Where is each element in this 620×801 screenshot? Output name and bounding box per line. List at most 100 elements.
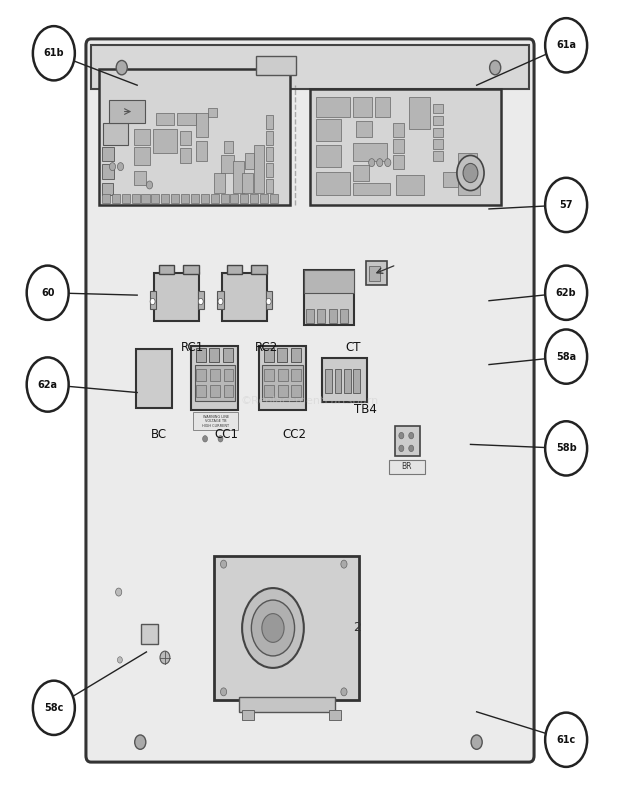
Text: 61a: 61a (556, 40, 576, 50)
Bar (177, 113, 196, 125)
Circle shape (463, 163, 478, 183)
Bar (218, 291, 224, 308)
Bar (370, 267, 380, 281)
Bar (134, 171, 146, 185)
Circle shape (399, 433, 404, 439)
Bar (278, 369, 288, 380)
Circle shape (116, 60, 127, 74)
Bar (260, 194, 268, 203)
Bar (242, 710, 254, 720)
Bar (195, 365, 235, 400)
Bar (393, 155, 404, 169)
Circle shape (457, 155, 484, 191)
Bar (291, 348, 301, 362)
Circle shape (218, 298, 223, 304)
Text: 2: 2 (353, 622, 361, 634)
Text: BR: BR (402, 462, 412, 471)
Bar (210, 369, 220, 380)
Bar (233, 161, 244, 193)
Text: 58a: 58a (556, 352, 576, 361)
Bar (317, 308, 326, 323)
Bar (265, 115, 273, 129)
FancyBboxPatch shape (86, 39, 534, 762)
Circle shape (409, 445, 414, 452)
Bar (375, 97, 390, 117)
Text: 61c: 61c (557, 735, 576, 745)
Circle shape (218, 436, 223, 442)
Text: CC1: CC1 (215, 429, 239, 441)
Circle shape (117, 163, 123, 171)
Bar (250, 194, 258, 203)
Circle shape (198, 298, 203, 304)
Bar (197, 385, 206, 396)
Bar (409, 97, 430, 129)
Bar (433, 115, 443, 125)
Bar (134, 129, 149, 145)
Circle shape (399, 445, 404, 452)
Bar (245, 153, 254, 169)
Text: 60: 60 (41, 288, 55, 298)
Bar (329, 308, 337, 323)
Bar (149, 291, 156, 308)
Circle shape (545, 713, 587, 767)
Bar (344, 368, 351, 392)
Bar (210, 385, 220, 396)
Bar (353, 143, 387, 161)
Bar (211, 194, 219, 203)
Circle shape (471, 735, 482, 749)
Bar (353, 97, 372, 117)
Text: 57: 57 (559, 200, 573, 210)
Text: 62a: 62a (38, 380, 58, 389)
Bar (223, 273, 267, 320)
Bar (264, 348, 273, 362)
Bar (223, 348, 233, 362)
FancyBboxPatch shape (256, 55, 296, 74)
Circle shape (242, 588, 304, 668)
Bar (112, 194, 120, 203)
Bar (104, 123, 128, 145)
Bar (433, 127, 443, 137)
Bar (259, 346, 306, 410)
Bar (433, 139, 443, 149)
Circle shape (545, 178, 587, 232)
Bar (208, 107, 218, 117)
Bar (443, 172, 458, 187)
Bar (109, 100, 145, 123)
Bar (161, 194, 169, 203)
Bar (224, 385, 234, 396)
Text: RC1: RC1 (181, 340, 205, 353)
Circle shape (115, 588, 122, 596)
Bar (264, 369, 274, 380)
Bar (433, 103, 443, 113)
Text: 61b: 61b (43, 48, 64, 58)
Bar (458, 179, 480, 195)
Circle shape (545, 329, 587, 384)
Text: ©ReplacementPartsBarn: ©ReplacementPartsBarn (241, 396, 379, 405)
Bar (131, 194, 140, 203)
Bar (215, 556, 360, 700)
Bar (231, 194, 239, 203)
Bar (197, 369, 206, 380)
Bar (151, 194, 159, 203)
Circle shape (146, 181, 153, 189)
Circle shape (266, 298, 271, 304)
Text: 58c: 58c (44, 702, 63, 713)
Bar (262, 365, 303, 400)
Bar (356, 121, 372, 137)
Bar (141, 624, 158, 644)
Text: WARNING LINE
VOLTAGE TB
HIGH CURRENT: WARNING LINE VOLTAGE TB HIGH CURRENT (202, 415, 229, 428)
Circle shape (203, 436, 208, 442)
Text: RC2: RC2 (255, 340, 278, 353)
Bar (265, 179, 273, 193)
Bar (102, 183, 113, 195)
Bar (239, 698, 335, 712)
Bar (353, 183, 390, 195)
Bar (265, 147, 273, 161)
Circle shape (150, 298, 155, 304)
Bar (395, 426, 420, 457)
Bar (310, 89, 502, 205)
Circle shape (117, 657, 122, 663)
Bar (270, 194, 278, 203)
Circle shape (251, 600, 294, 656)
Bar (335, 368, 342, 392)
